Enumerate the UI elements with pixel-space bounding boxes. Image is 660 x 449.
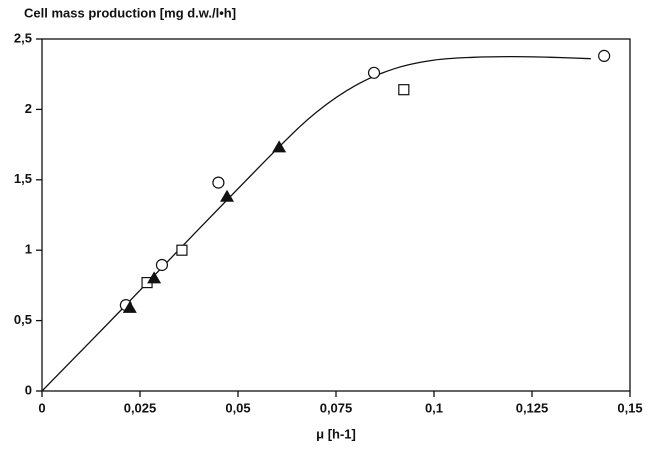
y-tick-label: 2 — [25, 101, 32, 116]
x-tick-label: 0,125 — [516, 400, 549, 415]
circle-marker — [367, 66, 381, 79]
x-tick-label: 0,1 — [425, 400, 443, 415]
fit-curve — [41, 55, 591, 392]
circle-marker — [212, 176, 225, 189]
square-marker — [176, 244, 188, 256]
y-tick-label: 0 — [25, 382, 32, 397]
x-tick-label: 0,075 — [320, 400, 353, 415]
y-tick-label: 2,5 — [14, 30, 32, 45]
triangle-marker — [272, 140, 287, 153]
x-tick-label: 0,05 — [225, 400, 250, 415]
y-tick-label: 1,5 — [14, 171, 32, 186]
triangle-marker — [122, 300, 137, 313]
x-tick-label: 0,025 — [124, 400, 157, 415]
x-tick-label: 0 — [38, 400, 45, 415]
x-axis-label: μ [h-1] — [316, 426, 356, 441]
circle-marker — [155, 258, 169, 272]
plot-frame — [41, 38, 631, 392]
circle-marker — [598, 49, 611, 62]
triangle-marker — [220, 189, 235, 202]
y-tick-label: 1 — [25, 242, 32, 257]
square-marker — [398, 84, 410, 96]
triangle-marker — [147, 271, 162, 284]
y-tick-label: 0,5 — [14, 312, 32, 327]
chart-title: Cell mass production [mg d.w./l•h] — [24, 5, 236, 20]
x-tick-label: 0,15 — [617, 400, 642, 415]
